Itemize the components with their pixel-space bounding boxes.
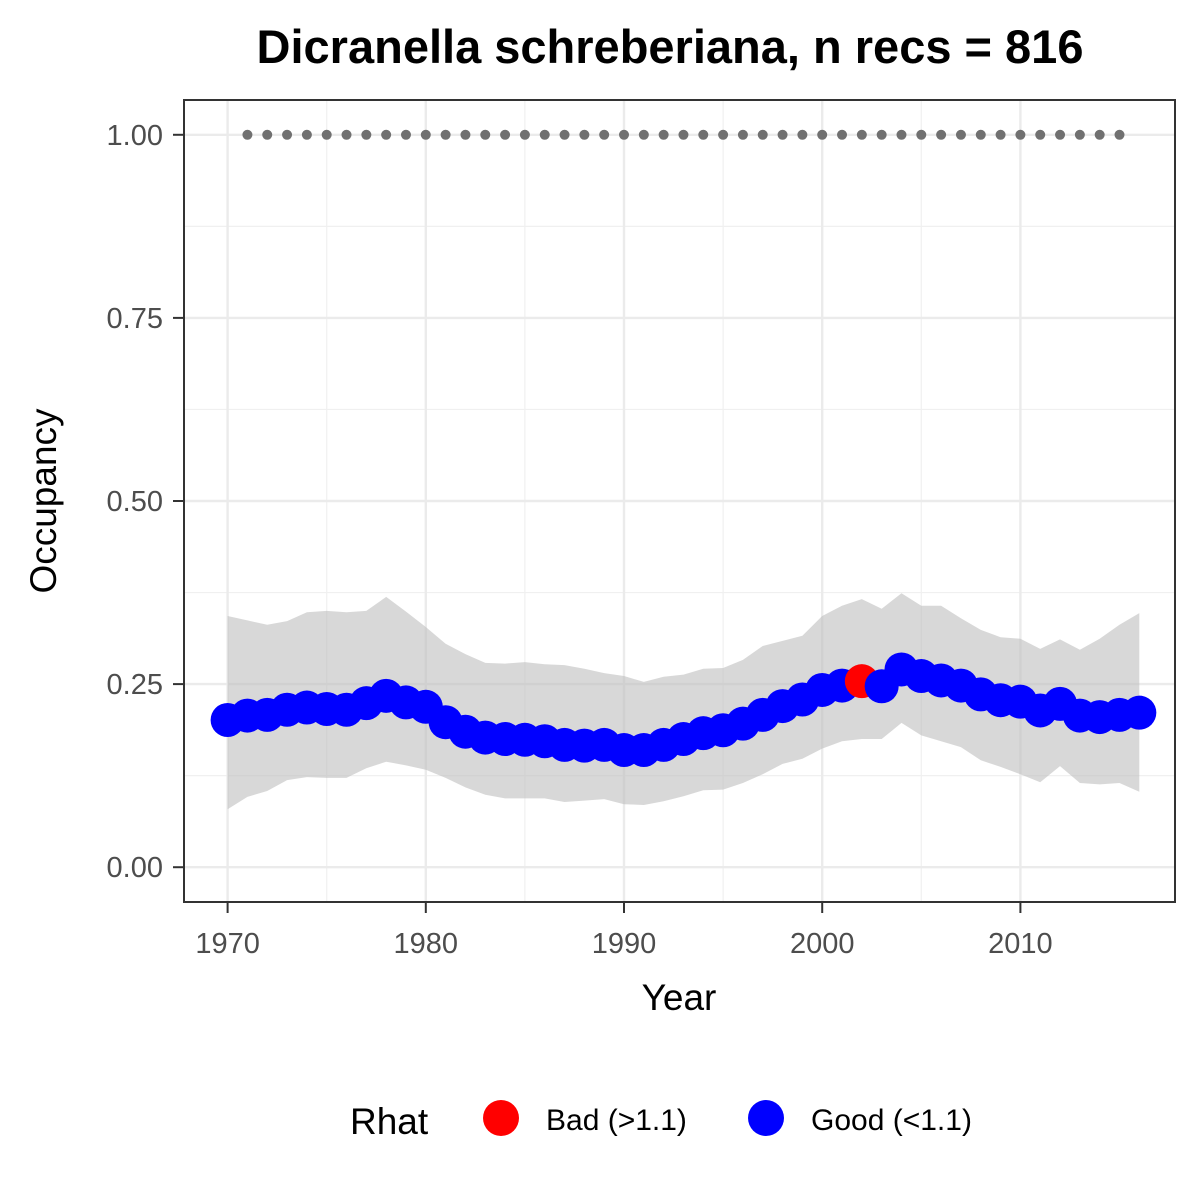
legend-label-good: Good (<1.1) [811,1104,972,1137]
reference-point [599,129,610,140]
reference-point [995,129,1006,140]
reference-point [1055,129,1066,140]
reference-point [381,129,392,140]
reference-point [341,129,352,140]
chart-title: Dicranella schreberiana, n recs = 816 [257,20,1084,73]
reference-point [301,129,312,140]
reference-points [242,129,1125,140]
reference-point [797,129,808,140]
reference-point [480,129,491,140]
reference-point [837,129,848,140]
reference-point [1074,129,1085,140]
reference-point [1094,129,1105,140]
y-tick-label: 0.50 [107,486,163,518]
x-tick-label: 1980 [394,928,459,960]
x-axis: 1970 1980 1990 2000 2010 [195,902,1053,960]
y-tick-label: 0.25 [107,669,163,701]
reference-point [400,129,411,140]
reference-point [876,129,887,140]
reference-point [936,129,947,140]
reference-point [519,129,530,140]
occupancy-point-good [1122,695,1157,730]
reference-point [955,129,966,140]
reference-point [619,129,630,140]
x-tick-label: 1990 [592,928,657,960]
reference-point [777,129,788,140]
y-tick-label: 0.00 [107,852,163,884]
reference-point [361,129,372,140]
reference-point [916,129,927,140]
reference-point [242,129,253,140]
reference-point [638,129,649,140]
x-axis-title: Year [642,977,717,1018]
credible-interval-ribbon [227,593,1140,810]
x-tick-label: 2010 [988,928,1053,960]
reference-point [975,129,986,140]
reference-point [579,129,590,140]
reference-point [817,129,828,140]
reference-point [539,129,550,140]
ribbon-area [227,593,1140,810]
occupancy-points [210,652,1157,768]
reference-point [698,129,709,140]
y-axis-title: Occupancy [23,408,64,594]
reference-point [718,129,729,140]
legend: Rhat Bad (>1.1) Good (<1.1) [350,1100,972,1142]
y-axis: 0.00 0.25 0.50 0.75 1.00 [107,120,184,884]
reference-point [658,129,669,140]
reference-point [737,129,748,140]
reference-point [460,129,471,140]
reference-point [262,129,273,140]
legend-swatch-bad [483,1100,519,1136]
reference-point [856,129,867,140]
reference-point [678,129,689,140]
y-tick-label: 0.75 [107,303,163,335]
reference-point [1015,129,1026,140]
reference-point [440,129,451,140]
reference-point [420,129,431,140]
reference-point [757,129,768,140]
reference-point [500,129,511,140]
x-tick-label: 1970 [195,928,260,960]
reference-point [896,129,907,140]
y-tick-label: 1.00 [107,120,163,152]
legend-swatch-good [748,1100,784,1136]
reference-point [1035,129,1046,140]
legend-title: Rhat [350,1101,429,1142]
reference-point [559,129,570,140]
x-tick-label: 2000 [790,928,855,960]
reference-point [1114,129,1125,140]
legend-label-bad: Bad (>1.1) [546,1104,687,1137]
reference-point [321,129,332,140]
reference-point [282,129,293,140]
